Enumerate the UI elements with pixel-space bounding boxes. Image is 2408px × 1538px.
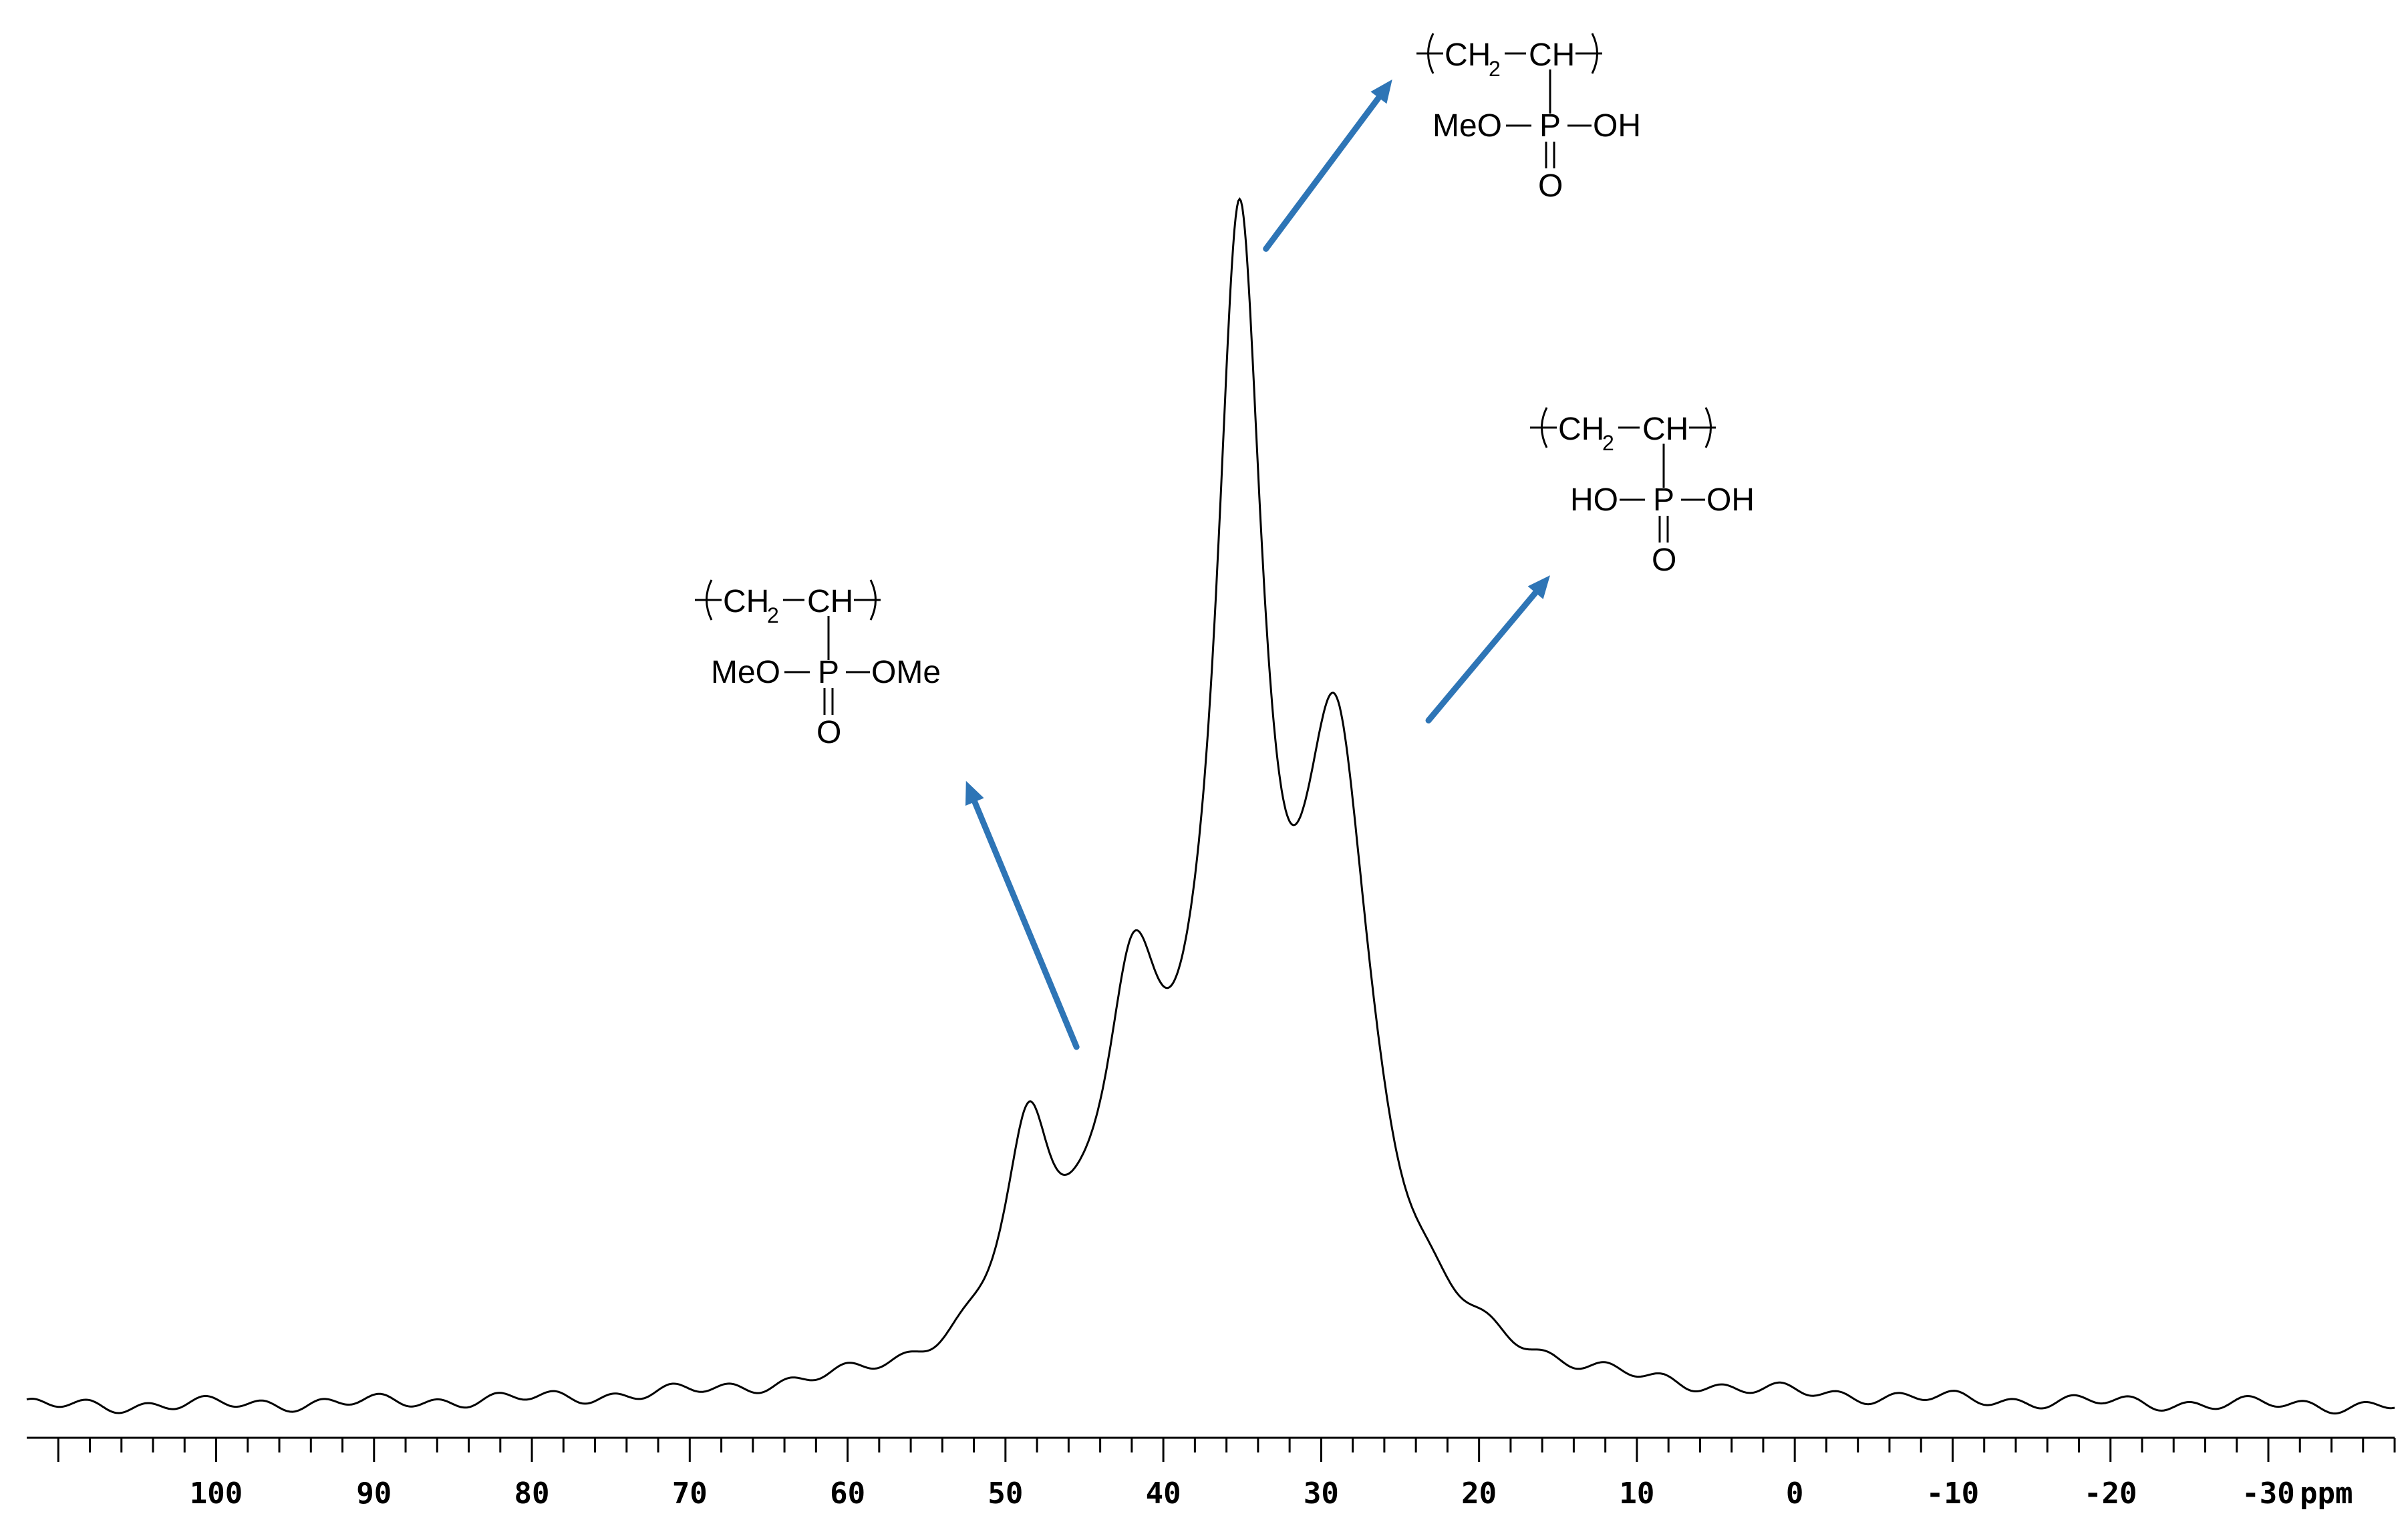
annotation-arrow-structure-acid	[1425, 575, 1550, 724]
x-axis-ticks	[57, 1438, 2396, 1462]
structure-acid: CH 2 CH HO P OH O	[1530, 407, 1755, 578]
x-tick-label: 30	[1304, 1477, 1339, 1511]
structure-monomethyl: CH 2 CH MeO P OH O	[1416, 33, 1641, 204]
x-tick-label: 20	[1461, 1477, 1497, 1511]
x-axis-unit-label: ppm	[2300, 1477, 2353, 1511]
x-tick-label: 10	[1619, 1477, 1654, 1511]
x-tick-label: 50	[988, 1477, 1023, 1511]
x-tick-label: -30	[2242, 1477, 2294, 1511]
monomethyl-ch2: CH	[1445, 37, 1491, 73]
x-tick-label: -20	[2084, 1477, 2137, 1511]
dimethyl-right-group: OMe	[871, 655, 941, 690]
monomethyl-ch2-subscript: 2	[1489, 57, 1501, 81]
annotation-arrows	[965, 80, 1550, 1050]
x-tick-label: 100	[190, 1477, 243, 1511]
x-tick-label: 40	[1146, 1477, 1181, 1511]
acid-right-group: OH	[1706, 482, 1755, 518]
dimethyl-ch: CH	[807, 584, 853, 619]
acid-ch2: CH	[1558, 412, 1604, 447]
monomethyl-left-group: MeO	[1433, 108, 1502, 144]
acid-phosphorus: P	[1653, 482, 1674, 518]
annotation-arrow-structure-monomethyl	[1263, 80, 1392, 252]
x-tick-label: 0	[1786, 1477, 1804, 1511]
dimethyl-ch2: CH	[723, 584, 769, 619]
x-tick-label: 60	[830, 1477, 865, 1511]
structure-dimethyl: CH 2 CH MeO P OMe O	[695, 579, 941, 750]
dimethyl-left-group: MeO	[711, 655, 780, 690]
acid-left-group: HO	[1570, 482, 1618, 518]
annotation-arrow-structure-dimethyl	[965, 780, 1080, 1050]
dimethyl-ch2-subscript: 2	[767, 603, 779, 627]
acid-ch2-subscript: 2	[1602, 431, 1614, 455]
x-tick-label: -10	[1926, 1477, 1979, 1511]
x-tick-label: 80	[514, 1477, 550, 1511]
acid-ch: CH	[1642, 412, 1688, 447]
monomethyl-right-group: OH	[1593, 108, 1641, 144]
x-tick-label: 90	[356, 1477, 392, 1511]
dimethyl-oxo: O	[816, 715, 841, 750]
spectrum-line	[26, 197, 2395, 1415]
x-axis-tick-labels: 100 90 80 70 60 50 40 30 20 10 0 -10 -20 -30	[190, 1477, 2295, 1511]
dimethyl-phosphorus: P	[818, 655, 839, 690]
acid-oxo: O	[1652, 543, 1676, 578]
monomethyl-phosphorus: P	[1539, 108, 1561, 144]
monomethyl-ch: CH	[1529, 37, 1575, 73]
x-tick-label: 70	[672, 1477, 708, 1511]
monomethyl-oxo: O	[1538, 168, 1563, 204]
